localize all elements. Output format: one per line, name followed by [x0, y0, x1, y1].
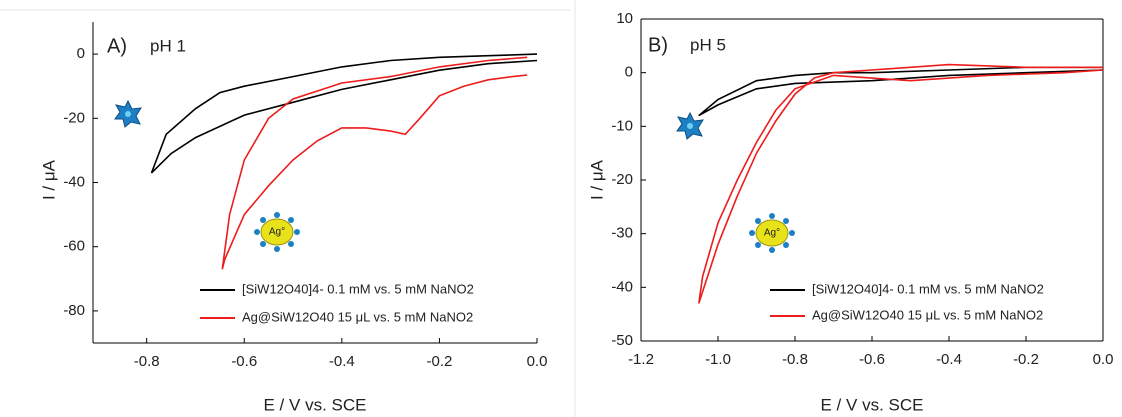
- cv-curve: [221, 56, 528, 270]
- x-tick-label: 0.0: [1093, 351, 1114, 368]
- x-axis-title: E / V vs. SCE: [264, 395, 367, 414]
- particle-label: Ag°: [269, 227, 285, 238]
- y-tick-label: -80: [63, 302, 85, 319]
- x-tick-label: -0.4: [936, 351, 962, 368]
- particle-label: Ag°: [764, 228, 780, 239]
- x-tick-label: 0.0: [527, 353, 548, 370]
- y-tick-label: -40: [63, 173, 85, 190]
- y-tick-label: -20: [63, 109, 85, 126]
- cv-curve: [150, 53, 538, 174]
- legend-label: Ag@SiW12O40 15 μL vs. 5 mM NaNO2: [812, 307, 1043, 322]
- cv-curve: [698, 66, 1104, 117]
- x-tick-label: -0.4: [329, 353, 355, 370]
- annotation: pH 1: [150, 36, 186, 55]
- y-tick-label: -60: [63, 238, 85, 255]
- y-tick-label: -30: [611, 225, 633, 242]
- y-tick-label: -40: [611, 278, 633, 295]
- y-tick-label: -10: [611, 117, 633, 134]
- x-tick-label: -0.2: [1013, 351, 1039, 368]
- cluster-icon: [676, 111, 704, 140]
- y-axis-title: I / μA: [39, 159, 58, 200]
- cv-curve: [698, 63, 1104, 304]
- y-tick-label: 0: [77, 45, 85, 62]
- x-axis-title: E / V vs. SCE: [821, 395, 924, 414]
- panel-label: B): [648, 34, 668, 56]
- legend-label: Ag@SiW12O40 15 μL vs. 5 mM NaNO2: [242, 309, 473, 324]
- annotation: pH 5: [690, 35, 726, 54]
- x-tick-label: -1.2: [628, 351, 654, 368]
- x-tick-label: -0.6: [859, 351, 885, 368]
- y-tick-label: 10: [616, 10, 633, 27]
- legend-label: [SiW12O40]4- 0.1 mM vs. 5 mM NaNO2: [242, 281, 474, 296]
- cluster-icon: [114, 99, 142, 128]
- x-tick-label: -0.8: [782, 351, 808, 368]
- x-tick-label: -0.2: [426, 353, 452, 370]
- x-tick-label: -0.6: [231, 353, 257, 370]
- y-tick-label: -50: [611, 332, 633, 349]
- particle-icon: [254, 212, 300, 252]
- y-tick-label: 0: [625, 64, 633, 81]
- x-tick-label: -0.8: [134, 353, 160, 370]
- x-tick-label: -1.0: [705, 351, 731, 368]
- legend-label: [SiW12O40]4- 0.1 mM vs. 5 mM NaNO2: [812, 281, 1044, 296]
- y-axis-title: I / μA: [587, 159, 606, 200]
- y-tick-label: -20: [611, 171, 633, 188]
- particle-icon: [749, 213, 795, 253]
- panel-label: A): [107, 35, 127, 57]
